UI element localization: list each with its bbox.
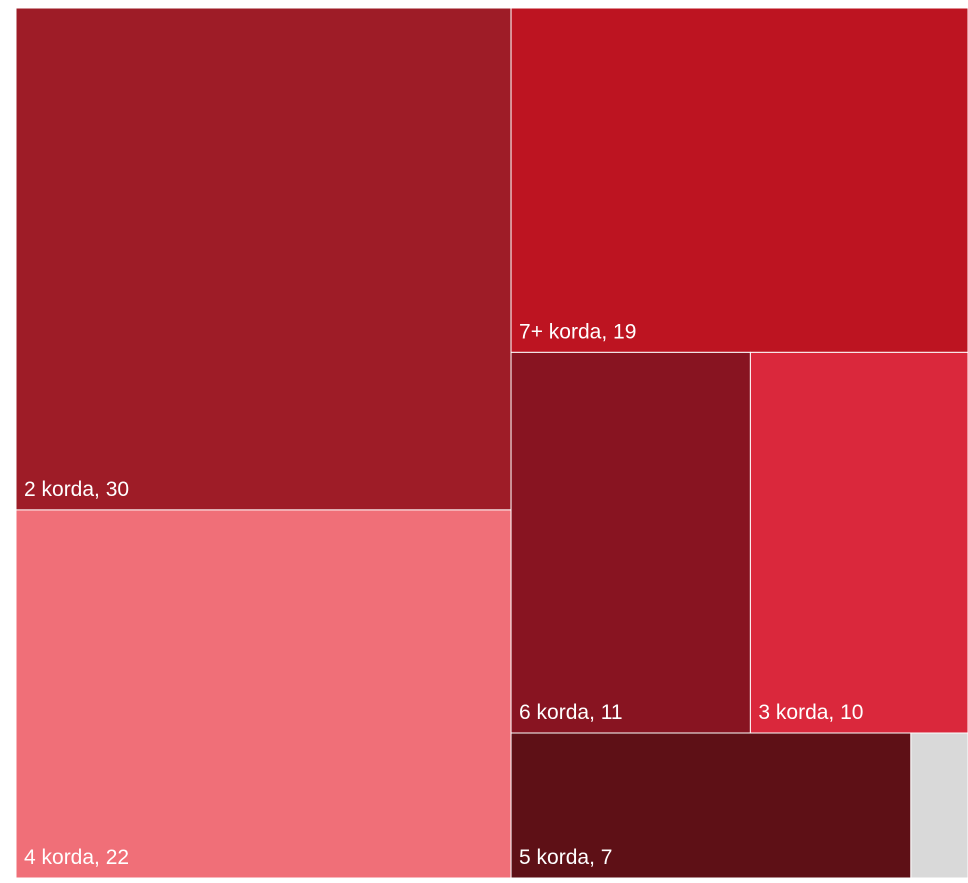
treemap-cell	[910, 732, 968, 879]
treemap-cell	[749, 351, 968, 734]
cell-label: 2 korda, 30	[24, 478, 129, 501]
treemap-cell	[510, 732, 912, 879]
treemap-cell	[15, 509, 512, 879]
cell-label: 7+ korda, 19	[519, 320, 636, 343]
treemap-cell	[510, 351, 751, 734]
treemap-cell	[510, 7, 968, 353]
treemap-cell	[15, 7, 512, 511]
cell-label: 5 korda, 7	[519, 846, 612, 869]
cell-label: 4 korda, 22	[24, 846, 129, 869]
cell-label: 3 korda, 10	[758, 701, 863, 724]
cell-label: 6 korda, 11	[519, 701, 623, 724]
